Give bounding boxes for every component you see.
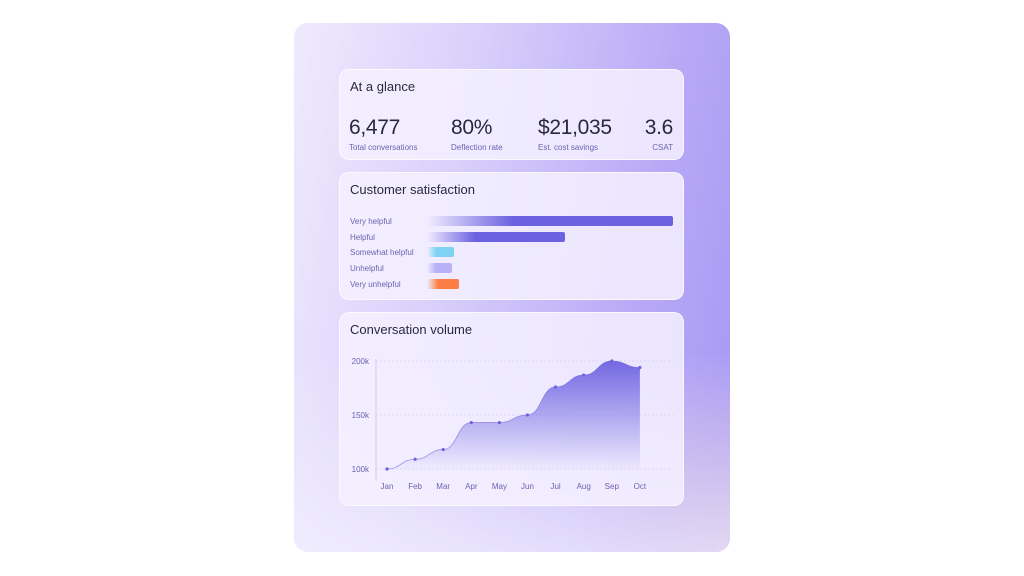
area-line bbox=[386, 360, 640, 470]
customer-satisfaction-card: Customer satisfaction Very helpful Helpfu… bbox=[339, 172, 684, 300]
data-point bbox=[582, 373, 586, 377]
dashboard-panel: At a glance 6,477 Total conversations 80… bbox=[294, 23, 730, 552]
at-a-glance-card: At a glance 6,477 Total conversations 80… bbox=[339, 69, 684, 160]
satisfaction-bar bbox=[427, 263, 452, 274]
data-point bbox=[469, 420, 473, 425]
satisfaction-bar bbox=[427, 247, 455, 258]
conversation-volume-chart: 100k 150k 200k Jan Feb Mar Apr May Jun Jul Aug Sep O… bbox=[352, 357, 673, 491]
stat-value: 6,477 bbox=[349, 116, 401, 139]
satisfaction-label: Very unhelpful bbox=[350, 279, 401, 289]
data-point bbox=[525, 413, 530, 417]
data-point bbox=[497, 420, 501, 425]
satisfaction-label: Somewhat helpful bbox=[350, 248, 414, 258]
x-tick-label: Jan bbox=[381, 482, 394, 491]
data-point bbox=[554, 385, 558, 389]
x-tick-label: Oct bbox=[634, 482, 647, 491]
data-point bbox=[413, 457, 417, 461]
x-tick-label: Mar bbox=[436, 482, 450, 491]
data-point bbox=[638, 365, 642, 370]
data-point bbox=[441, 447, 445, 452]
stat-deflection-rate: 80% Deflection rate bbox=[451, 116, 503, 152]
data-point bbox=[385, 467, 389, 471]
x-tick-label: Feb bbox=[408, 482, 422, 491]
stat-total-conversations: 6,477 Total conversations bbox=[349, 116, 417, 152]
conversation-volume-card: Conversation volume 100k 150k 200k Jan Feb Ma… bbox=[339, 312, 684, 506]
x-tick-label: Apr bbox=[465, 482, 478, 491]
satisfaction-label: Helpful bbox=[350, 232, 375, 242]
y-tick-label: 200k bbox=[352, 357, 370, 366]
stat-value: 3.6 bbox=[644, 116, 674, 139]
card-title: At a glance bbox=[350, 79, 416, 94]
satisfaction-bar bbox=[427, 278, 459, 289]
satisfaction-label: Unhelpful bbox=[350, 264, 384, 274]
x-tick-label: May bbox=[492, 482, 507, 491]
stat-value: $21,035 bbox=[538, 116, 612, 139]
y-tick-label: 100k bbox=[352, 465, 370, 474]
card-title: Customer satisfaction bbox=[350, 182, 475, 197]
y-tick-label: 150k bbox=[352, 411, 370, 420]
stat-label: Est. cost savings bbox=[538, 143, 599, 152]
satisfaction-bar bbox=[427, 216, 673, 226]
area-fill bbox=[387, 361, 640, 471]
stat-cost-savings: $21,035 Est. cost savings bbox=[538, 116, 612, 152]
stat-label: CSAT bbox=[652, 143, 673, 152]
x-tick-label: Jun bbox=[521, 482, 534, 491]
satisfaction-bar bbox=[427, 231, 565, 242]
stat-csat: 3.6 CSAT bbox=[644, 116, 674, 152]
stat-label: Deflection rate bbox=[451, 143, 503, 152]
x-tick-label: Sep bbox=[605, 482, 620, 491]
x-tick-label: Jul bbox=[550, 482, 560, 491]
data-point bbox=[610, 359, 614, 363]
stat-value: 80% bbox=[451, 116, 493, 139]
satisfaction-label: Very helpful bbox=[350, 217, 392, 226]
stat-label: Total conversations bbox=[349, 143, 418, 152]
card-title: Conversation volume bbox=[350, 322, 473, 337]
x-tick-label: Aug bbox=[577, 482, 591, 491]
